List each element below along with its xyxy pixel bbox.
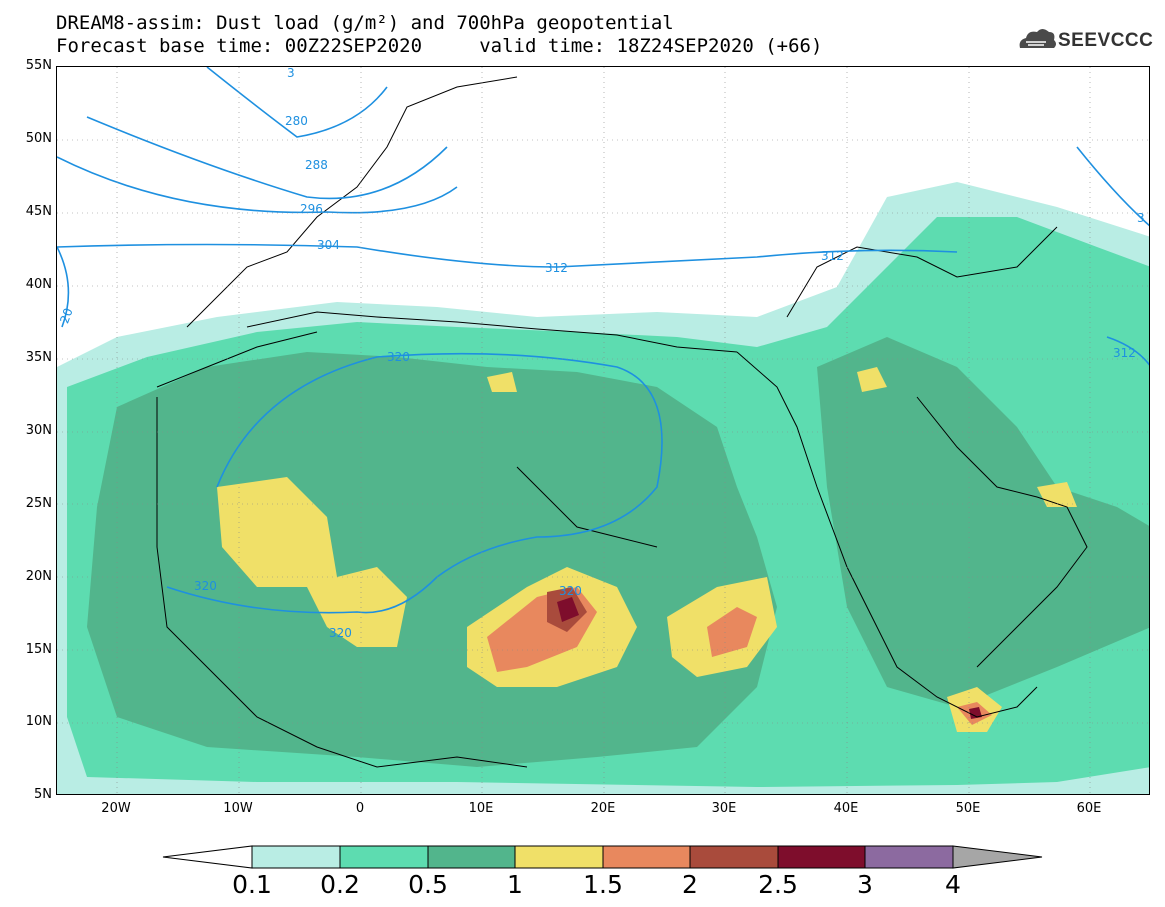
lat-label: 25N [25, 496, 52, 511]
lat-label: 50N [25, 131, 52, 146]
colorbar-segment [427, 845, 516, 869]
cloud-logo-icon [1019, 29, 1056, 48]
colorbar-label: 3 [857, 870, 873, 899]
contour-label: 304 [317, 238, 340, 252]
contour-label: 312 [821, 249, 844, 263]
lat-label: 35N [25, 350, 52, 365]
contour-label: 320 [329, 626, 352, 640]
colorbar-label: 0.1 [232, 870, 272, 899]
dust-field [57, 182, 1149, 794]
colorbar-segment [339, 845, 429, 869]
lon-label: 60E [1076, 801, 1102, 816]
map-subtitle: Forecast base time: 00Z22SEP2020 valid t… [56, 35, 823, 57]
colorbar-segment [777, 845, 866, 869]
geopotential-contours [57, 67, 1149, 614]
colorbar-segment [602, 845, 691, 869]
colorbar-segment [952, 845, 1043, 869]
colorbar-label: 2.5 [758, 870, 798, 899]
contour-label: 3 [1137, 211, 1145, 225]
lat-label: 20N [25, 569, 52, 584]
lon-label: 0 [355, 801, 365, 816]
contour-label: 280 [285, 114, 308, 128]
colorbar-segment [864, 845, 954, 869]
colorbar-label: 0.2 [320, 870, 360, 899]
lat-label: 40N [25, 277, 52, 292]
colorbar-label: 0.5 [408, 870, 448, 899]
contour-label: 288 [305, 158, 328, 172]
lat-label: 15N [25, 642, 52, 657]
lat-label: 10N [25, 714, 52, 729]
colorbar-label: 1 [507, 870, 523, 899]
contour-label: 296 [300, 202, 323, 216]
dust-map: 280 288 296 304 312 320 320 320 320 312 … [56, 66, 1150, 795]
lat-label: 55N [25, 58, 52, 73]
lon-label: 20W [101, 801, 131, 816]
lon-label: 40E [833, 801, 859, 816]
contour-label: 320 [387, 350, 410, 364]
logo-text: SEEVCCC [1058, 30, 1154, 51]
map-title: DREAM8-assim: Dust load (g/m²) and 700hP… [56, 12, 674, 34]
contour-label: 20 [57, 306, 75, 325]
lon-label: 20E [590, 801, 616, 816]
colorbar-segment [251, 845, 341, 869]
lon-label: 10E [468, 801, 494, 816]
colorbar-label: 4 [945, 870, 961, 899]
lon-label: 50E [955, 801, 981, 816]
colorbar-segment [514, 845, 604, 869]
lat-label: 45N [25, 204, 52, 219]
colorbar-segment [689, 845, 779, 869]
contour-label: 3 [287, 67, 295, 80]
coastlines [156, 76, 1088, 768]
colorbar-segment [162, 845, 253, 869]
lon-label: 10W [223, 801, 253, 816]
contour-label: 312 [1113, 346, 1136, 360]
contour-label: 320 [194, 579, 217, 593]
colorbar-label: 1.5 [583, 870, 623, 899]
lat-label: 5N [34, 787, 52, 802]
contour-labels: 280 288 296 304 312 320 320 320 320 312 … [57, 67, 1144, 640]
colorbar-label: 2 [682, 870, 698, 899]
contour-label: 320 [559, 584, 582, 598]
lon-label: 30E [711, 801, 737, 816]
contour-label: 312 [545, 261, 568, 275]
lat-label: 30N [25, 423, 52, 438]
